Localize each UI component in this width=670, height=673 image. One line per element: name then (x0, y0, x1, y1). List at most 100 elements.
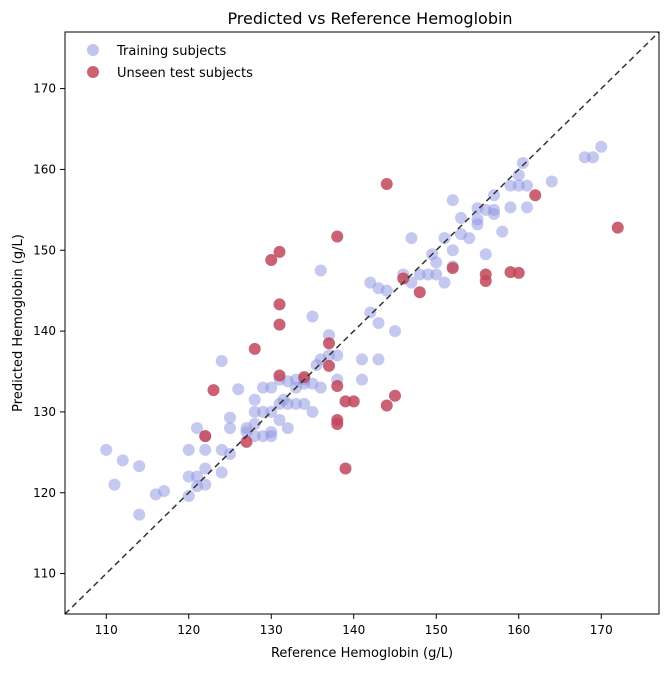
training-point-33 (265, 381, 278, 394)
training-point-21 (224, 422, 236, 435)
training-point-4 (133, 508, 146, 521)
training-point-20 (224, 411, 236, 424)
training-point-52 (306, 405, 319, 418)
test-point-30 (611, 221, 624, 234)
y-tick-label-3: 140 (33, 324, 56, 338)
training-point-36 (265, 430, 278, 443)
test-point-5 (273, 245, 286, 258)
training-point-27 (248, 405, 261, 418)
training-point-7 (182, 443, 195, 456)
test-point-3 (248, 342, 261, 355)
training-point-78 (438, 232, 451, 245)
training-point-99 (516, 156, 529, 169)
training-point-80 (446, 194, 459, 207)
training-point-83 (455, 211, 467, 224)
training-point-22 (224, 447, 236, 460)
training-point-76 (430, 256, 443, 269)
training-point-50 (306, 310, 319, 323)
test-point-28 (512, 266, 525, 279)
training-point-67 (372, 353, 385, 366)
training-point-73 (413, 268, 426, 281)
plot-frame (64, 31, 660, 615)
training-point-96 (504, 201, 517, 214)
training-point-89 (479, 248, 492, 261)
test-point-0 (199, 430, 212, 443)
test-point-20 (380, 399, 393, 412)
y-tick-label-0: 110 (33, 567, 56, 581)
test-point-2 (240, 435, 253, 448)
training-point-16 (199, 478, 212, 491)
training-point-64 (364, 306, 377, 319)
training-point-31 (257, 405, 269, 418)
test-point-11 (323, 359, 335, 372)
training-point-59 (331, 349, 344, 362)
training-point-3 (133, 460, 146, 473)
training-point-81 (446, 244, 459, 257)
test-point-6 (273, 298, 286, 311)
x-tick-label-2: 130 (260, 623, 283, 637)
test-point-9 (298, 371, 311, 384)
training-point-46 (290, 397, 302, 410)
training-point-6 (158, 485, 170, 498)
test-point-22 (397, 272, 410, 285)
training-point-15 (199, 462, 212, 475)
training-point-69 (389, 325, 401, 338)
training-point-8 (182, 470, 195, 483)
test-point-29 (529, 189, 542, 202)
training-point-62 (356, 373, 368, 386)
training-point-0 (100, 443, 113, 456)
y-tick-label-4: 150 (33, 243, 56, 257)
test-point-23 (413, 286, 426, 299)
test-point-8 (273, 369, 286, 382)
training-point-42 (281, 397, 294, 410)
training-point-1 (108, 478, 121, 491)
legend: Training subjects Unseen test subjects (87, 44, 253, 81)
training-point-91 (488, 189, 500, 202)
training-point-88 (471, 218, 484, 231)
test-point-17 (339, 462, 352, 475)
training-point-9 (182, 489, 195, 502)
test-point-10 (323, 337, 335, 350)
training-point-43 (281, 422, 294, 435)
test-point-12 (331, 230, 344, 243)
training-point-93 (488, 207, 500, 220)
training-point-2 (116, 454, 129, 467)
test-point-15 (331, 418, 344, 431)
y-tick-label-1: 120 (33, 486, 56, 500)
x-tick-label-5: 160 (507, 623, 530, 637)
test-point-4 (265, 253, 278, 266)
test-point-16 (339, 395, 352, 408)
x-axis-label: Reference Hemoglobin (g/L) (271, 646, 453, 661)
y-tick-label-5: 160 (33, 162, 56, 176)
test-point-1 (207, 384, 220, 397)
test-point-19 (380, 177, 393, 190)
test-point-24 (446, 262, 459, 275)
training-point-97 (512, 169, 525, 182)
test-point-21 (389, 389, 401, 402)
y-tick-label-6: 170 (33, 82, 56, 96)
training-point-100 (521, 179, 533, 192)
legend-marker-test (87, 66, 99, 78)
training-point-68 (380, 284, 393, 297)
training-point-54 (314, 264, 327, 277)
training-point-71 (405, 232, 418, 245)
training-point-39 (273, 414, 286, 426)
test-point-26 (479, 274, 492, 287)
y-axis-label: Predicted Hemoglobin (g/L) (11, 234, 26, 412)
training-point-17 (215, 354, 228, 367)
training-point-19 (215, 466, 228, 479)
training-point-79 (438, 276, 451, 289)
training-point-10 (191, 422, 203, 435)
chart-title: Predicted vs Reference Hemoglobin (227, 9, 512, 28)
training-point-11 (191, 470, 203, 483)
training-point-49 (298, 397, 311, 410)
training-point-30 (257, 381, 269, 394)
test-point-18 (347, 395, 360, 408)
x-tick-label-4: 150 (425, 623, 448, 637)
training-point-103 (578, 151, 591, 164)
training-point-74 (422, 268, 434, 281)
x-tick-label-6: 170 (590, 623, 613, 637)
training-point-85 (463, 232, 476, 245)
y-axis: 110 120 130 140 150 160 170 (33, 82, 65, 581)
